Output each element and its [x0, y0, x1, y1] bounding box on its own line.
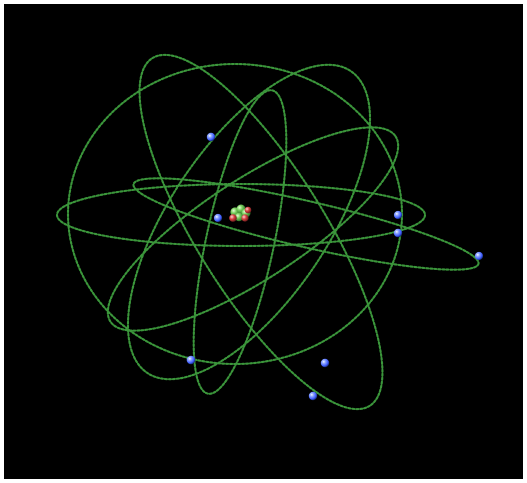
electron: [213, 213, 223, 223]
orbit-path: [106, 126, 400, 332]
orbit-path: [192, 89, 288, 395]
nucleus: [229, 204, 252, 222]
atom-model-svg: [55, 53, 484, 411]
electron: [186, 355, 196, 365]
electron: [474, 251, 484, 261]
electron: [206, 132, 216, 142]
electron: [320, 358, 330, 368]
orbit-path: [126, 63, 372, 381]
electron: [393, 210, 403, 220]
orbit-path: [55, 182, 427, 248]
orbit-path: [138, 53, 384, 411]
electron: [308, 391, 318, 401]
electron: [393, 228, 403, 238]
electrons: [186, 132, 484, 401]
atom-model-canvas: [4, 4, 523, 479]
orbit-path: [132, 177, 480, 271]
